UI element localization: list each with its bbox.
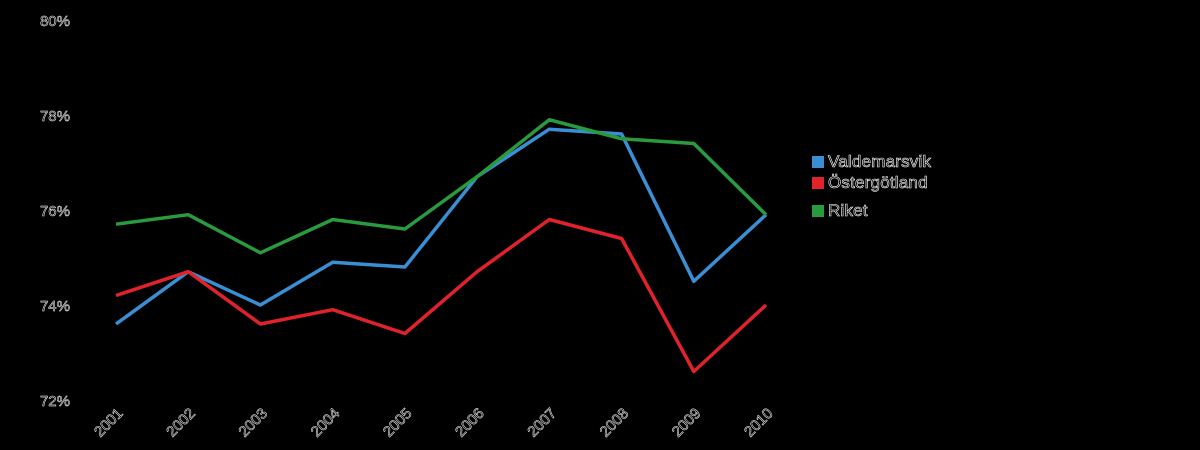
y-tick-label: 78% xyxy=(40,108,70,125)
legend-item-valdemarsvik: Valdemarsvik xyxy=(812,152,931,172)
legend-swatch-riket xyxy=(812,205,824,217)
x-tick-label: 2002 xyxy=(163,405,199,441)
series-line-riket xyxy=(115,117,768,255)
series-line--sterg-tland xyxy=(115,217,768,374)
legend-label-valdemarsvik: Valdemarsvik xyxy=(828,152,932,172)
x-tick-label: 2009 xyxy=(669,405,705,441)
x-tick-label: 2005 xyxy=(380,405,416,441)
y-tick-label: 72% xyxy=(40,393,70,410)
x-tick-label: 2008 xyxy=(597,405,633,441)
x-tick-label: 2006 xyxy=(452,405,488,441)
legend-item-ostergotland: Östergötland xyxy=(812,173,928,193)
legend-swatch-ostergotland xyxy=(812,177,824,189)
legend-swatch-valdemarsvik xyxy=(812,156,824,168)
x-tick-label: 2003 xyxy=(235,405,271,441)
series-line-valdemarsvik xyxy=(114,127,768,326)
x-tick-label: 2004 xyxy=(308,405,344,441)
legend-item-riket: Riket xyxy=(812,201,868,221)
legend-label-riket: Riket xyxy=(828,201,868,221)
x-tick-label: 2010 xyxy=(741,405,777,441)
y-tick-label: 76% xyxy=(40,203,70,220)
legend-label-ostergotland: Östergötland xyxy=(828,173,928,193)
y-tick-label: 74% xyxy=(40,298,70,315)
x-tick-label: 2001 xyxy=(91,405,127,441)
x-tick-label: 2007 xyxy=(524,405,560,441)
y-tick-label: 80% xyxy=(40,13,70,30)
